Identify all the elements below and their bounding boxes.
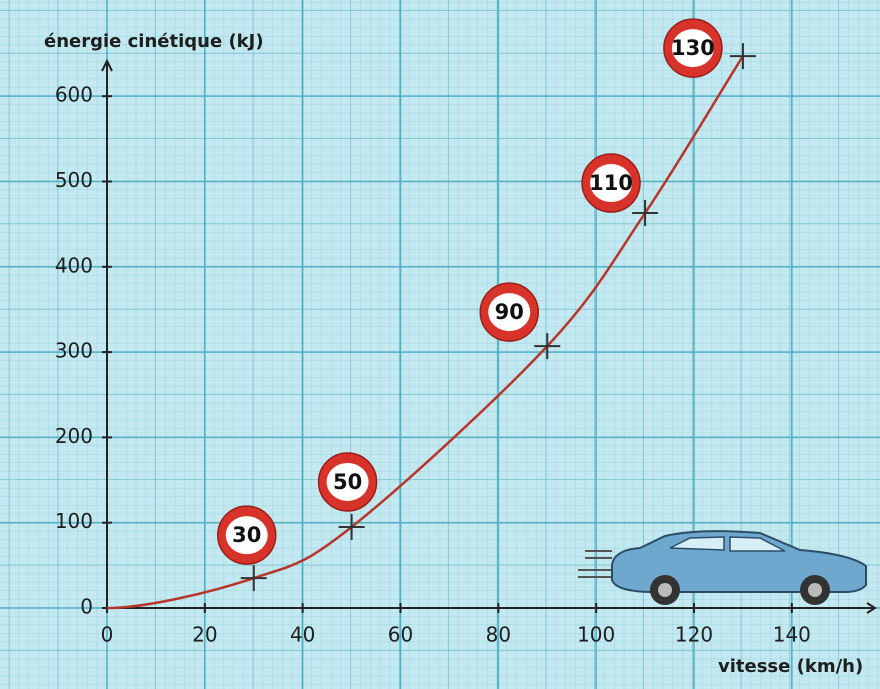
x-axis-label: vitesse (km/h): [718, 656, 863, 677]
x-tick-label: 60: [388, 623, 413, 647]
x-tick-label: 140: [773, 623, 811, 647]
speed-sign-label: 90: [495, 300, 524, 324]
x-tick-label: 0: [101, 623, 114, 647]
speed-sign-label: 110: [589, 171, 633, 195]
speed-sign-label: 130: [671, 36, 715, 60]
x-tick-label: 80: [486, 623, 511, 647]
x-tick-label: 120: [675, 623, 713, 647]
x-tick-label: 100: [577, 623, 615, 647]
y-tick-label: 400: [55, 253, 93, 277]
speed-sign-label: 30: [232, 523, 261, 547]
x-tick-label: 20: [192, 623, 217, 647]
hub: [658, 583, 672, 597]
x-tick-label: 40: [290, 623, 315, 647]
y-tick-label: 200: [55, 424, 93, 448]
y-tick-label: 600: [55, 83, 93, 107]
y-tick-label: 100: [55, 509, 93, 533]
speed-sign-label: 50: [333, 470, 362, 494]
y-tick-label: 300: [55, 339, 93, 363]
y-tick-label: 500: [55, 168, 93, 192]
y-tick-label: 0: [80, 595, 93, 619]
chart: énergie cinétique (kJ) vitesse (km/h) 0 2…: [0, 0, 880, 689]
y-axis-label: énergie cinétique (kJ): [44, 31, 264, 52]
hub: [808, 583, 822, 597]
